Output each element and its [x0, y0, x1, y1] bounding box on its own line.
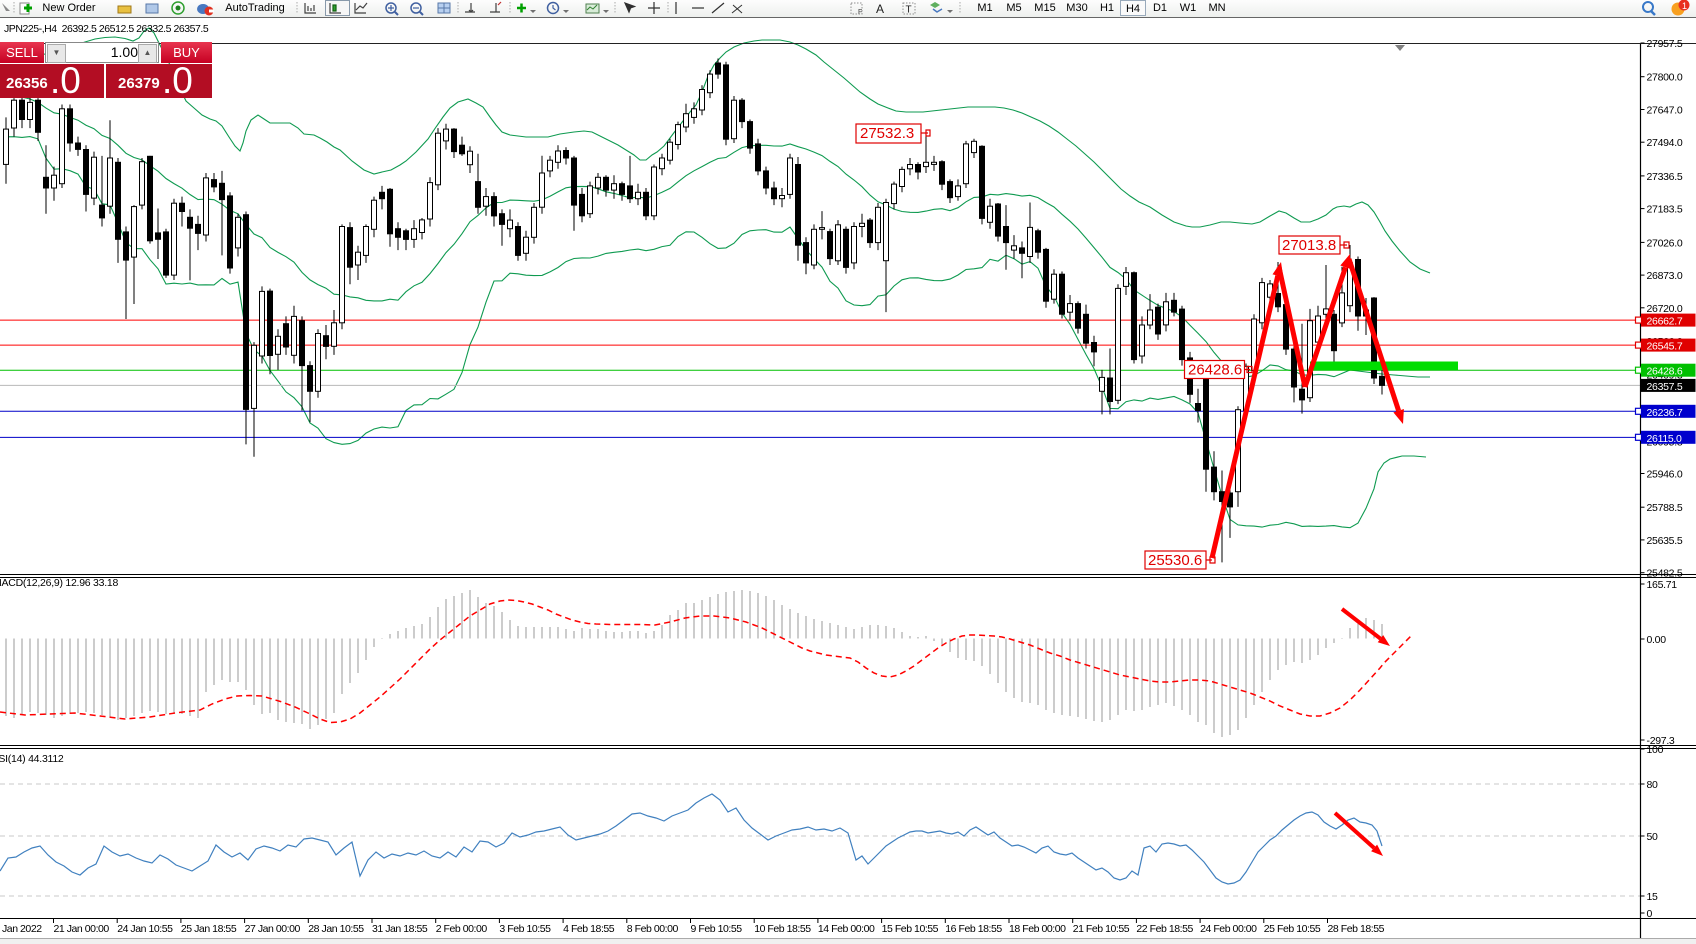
svg-text:27647.0: 27647.0: [1647, 105, 1683, 117]
svg-text:27957.5: 27957.5: [1647, 38, 1683, 50]
svg-text:26115.0: 26115.0: [1647, 433, 1683, 445]
svg-text:8 Feb 00:00: 8 Feb 00:00: [627, 923, 679, 935]
svg-text:50: 50: [1647, 831, 1659, 843]
svg-text:26428.6: 26428.6: [1188, 362, 1242, 379]
svg-text:14 Feb 00:00: 14 Feb 00:00: [818, 923, 875, 935]
svg-text:0: 0: [1647, 908, 1653, 920]
svg-text:25635.5: 25635.5: [1647, 535, 1683, 547]
svg-text:RSI(14) 44.3112: RSI(14) 44.3112: [0, 753, 64, 765]
svg-text:0.00: 0.00: [1647, 634, 1667, 646]
svg-text:3 Feb 10:55: 3 Feb 10:55: [499, 923, 551, 935]
svg-text:26236.7: 26236.7: [1647, 407, 1683, 419]
svg-text:16 Feb 18:55: 16 Feb 18:55: [945, 923, 1002, 935]
svg-text:25 Jan 18:55: 25 Jan 18:55: [181, 923, 237, 935]
svg-text:1: 1: [1682, 1, 1687, 11]
svg-text:100: 100: [1647, 744, 1664, 756]
svg-text:80: 80: [1647, 779, 1659, 791]
svg-text:28 Jan 10:55: 28 Jan 10:55: [308, 923, 364, 935]
svg-text:26545.7: 26545.7: [1647, 341, 1683, 353]
svg-text:15 Feb 10:55: 15 Feb 10:55: [882, 923, 939, 935]
svg-text:F: F: [858, 9, 862, 16]
svg-text:21 Jan 00:00: 21 Jan 00:00: [54, 923, 110, 935]
svg-text:21 Feb 10:55: 21 Feb 10:55: [1073, 923, 1130, 935]
svg-text:31 Jan 18:55: 31 Jan 18:55: [372, 923, 428, 935]
svg-text:22 Feb 18:55: 22 Feb 18:55: [1136, 923, 1193, 935]
svg-text:27800.0: 27800.0: [1647, 72, 1683, 84]
svg-text:2 Feb 00:00: 2 Feb 00:00: [436, 923, 488, 935]
svg-text:25482.5: 25482.5: [1647, 568, 1683, 580]
svg-text:26357.5: 26357.5: [1647, 381, 1683, 393]
svg-text:27494.0: 27494.0: [1647, 137, 1683, 149]
svg-text:25 Feb 10:55: 25 Feb 10:55: [1264, 923, 1321, 935]
svg-text:T: T: [906, 5, 912, 16]
svg-text:27013.8: 27013.8: [1282, 237, 1336, 254]
svg-text:27 Jan 00:00: 27 Jan 00:00: [245, 923, 301, 935]
svg-text:28 Feb 18:55: 28 Feb 18:55: [1328, 923, 1385, 935]
svg-text:27336.5: 27336.5: [1647, 171, 1683, 183]
svg-text:9 Feb 10:55: 9 Feb 10:55: [691, 923, 743, 935]
svg-text:25946.0: 25946.0: [1647, 469, 1683, 481]
svg-text:4 Feb 18:55: 4 Feb 18:55: [563, 923, 615, 935]
svg-text:A: A: [876, 2, 884, 16]
svg-text:27532.3: 27532.3: [860, 125, 914, 142]
svg-text:26662.7: 26662.7: [1647, 316, 1683, 328]
svg-text:MACD(12,26,9) 12.96 33.18: MACD(12,26,9) 12.96 33.18: [0, 577, 118, 589]
svg-text:10 Feb 18:55: 10 Feb 18:55: [754, 923, 811, 935]
svg-text:18 Feb 00:00: 18 Feb 00:00: [1009, 923, 1066, 935]
svg-text:Jan 2022: Jan 2022: [2, 923, 42, 935]
svg-text:JPN225-,H4 26392.5 26512.5 26: JPN225-,H4 26392.5 26512.5 26332.5 26357…: [4, 23, 209, 35]
svg-text:26873.0: 26873.0: [1647, 270, 1683, 282]
svg-text:24 Feb 00:00: 24 Feb 00:00: [1200, 923, 1257, 935]
svg-text:26720.0: 26720.0: [1647, 303, 1683, 315]
svg-text:-297.3: -297.3: [1647, 735, 1675, 747]
svg-text:165.71: 165.71: [1647, 579, 1678, 591]
svg-text:27183.5: 27183.5: [1647, 204, 1683, 216]
svg-text:25530.6: 25530.6: [1148, 552, 1202, 569]
svg-text:15: 15: [1647, 891, 1659, 903]
svg-text:24 Jan 10:55: 24 Jan 10:55: [117, 923, 173, 935]
svg-text:26428.6: 26428.6: [1647, 366, 1683, 378]
svg-text:25788.5: 25788.5: [1647, 502, 1683, 514]
svg-text:27026.0: 27026.0: [1647, 237, 1683, 249]
